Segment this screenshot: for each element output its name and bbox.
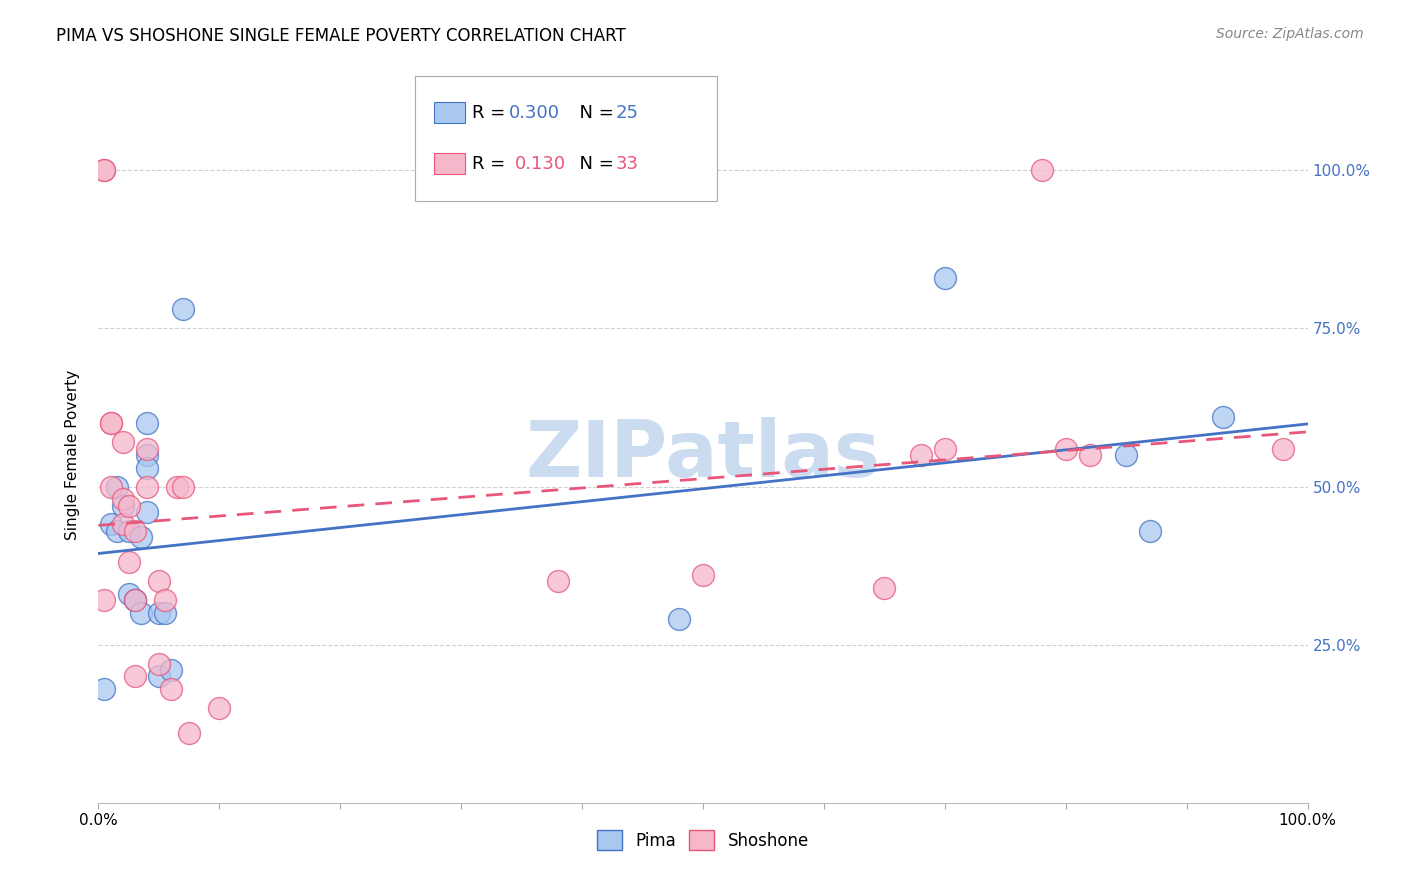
- Point: [100, 417, 122, 431]
- Point: [100, 417, 122, 431]
- Point: [93, 593, 115, 607]
- Point: [934, 270, 956, 285]
- Point: [1212, 409, 1234, 424]
- Point: [129, 606, 152, 620]
- Text: R =: R =: [472, 103, 512, 121]
- Point: [135, 460, 157, 475]
- Point: [148, 574, 170, 589]
- Point: [910, 448, 932, 462]
- Point: [118, 499, 141, 513]
- Point: [1054, 442, 1077, 456]
- Text: N =: N =: [568, 155, 620, 173]
- Point: [135, 479, 157, 493]
- Point: [135, 417, 157, 431]
- Point: [129, 530, 152, 544]
- Point: [160, 681, 183, 696]
- Point: [148, 606, 170, 620]
- Text: Source: ZipAtlas.com: Source: ZipAtlas.com: [1216, 27, 1364, 41]
- Point: [1139, 524, 1161, 538]
- Point: [166, 479, 188, 493]
- Point: [93, 163, 115, 178]
- Point: [118, 524, 141, 538]
- Point: [93, 163, 115, 178]
- Point: [873, 581, 896, 595]
- Text: 33: 33: [616, 155, 638, 173]
- Text: 0.300: 0.300: [509, 103, 560, 121]
- Point: [124, 524, 146, 538]
- Point: [160, 663, 183, 677]
- Text: R =: R =: [472, 155, 517, 173]
- Point: [111, 435, 134, 450]
- Point: [118, 556, 141, 570]
- Point: [1031, 163, 1053, 178]
- Point: [1115, 448, 1137, 462]
- Point: [934, 442, 956, 456]
- Point: [148, 669, 170, 683]
- Text: ZIPatlas: ZIPatlas: [526, 417, 880, 493]
- Point: [93, 681, 115, 696]
- Point: [135, 505, 157, 519]
- Point: [105, 524, 128, 538]
- Point: [111, 517, 134, 532]
- Point: [148, 657, 170, 671]
- Text: 25: 25: [616, 103, 638, 121]
- Point: [172, 479, 194, 493]
- Point: [1078, 448, 1101, 462]
- Point: [172, 302, 194, 317]
- Point: [135, 448, 157, 462]
- Legend: Pima, Shoshone: Pima, Shoshone: [591, 823, 815, 857]
- Point: [208, 701, 231, 715]
- Point: [547, 574, 569, 589]
- Point: [124, 669, 146, 683]
- Point: [100, 479, 122, 493]
- Text: N =: N =: [568, 103, 620, 121]
- Point: [153, 593, 176, 607]
- Point: [105, 479, 128, 493]
- Point: [124, 593, 146, 607]
- Point: [124, 593, 146, 607]
- Text: 0.130: 0.130: [515, 155, 565, 173]
- Y-axis label: Single Female Poverty: Single Female Poverty: [65, 370, 80, 540]
- Point: [668, 612, 690, 626]
- Point: [153, 606, 176, 620]
- Point: [118, 587, 141, 601]
- Point: [111, 492, 134, 507]
- Point: [692, 568, 714, 582]
- Point: [100, 517, 122, 532]
- Point: [179, 726, 201, 740]
- Point: [111, 499, 134, 513]
- Point: [124, 593, 146, 607]
- Text: PIMA VS SHOSHONE SINGLE FEMALE POVERTY CORRELATION CHART: PIMA VS SHOSHONE SINGLE FEMALE POVERTY C…: [56, 27, 626, 45]
- Point: [135, 442, 157, 456]
- Point: [1272, 442, 1295, 456]
